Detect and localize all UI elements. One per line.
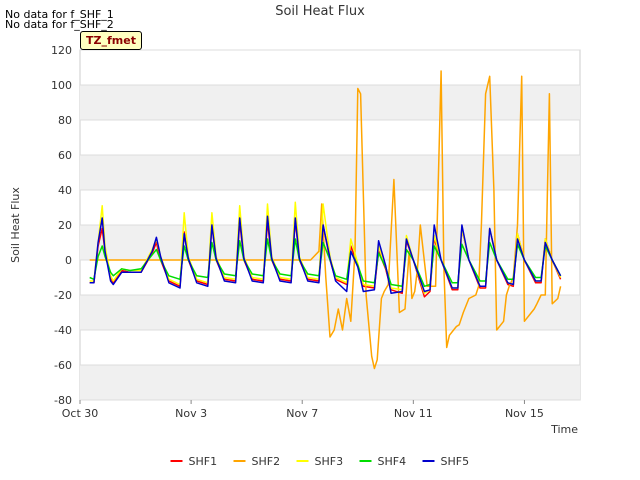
grid-band [80,365,580,400]
x-tick-label: Nov 11 [394,407,433,420]
legend-label-shf4: SHF4 [378,455,407,468]
series-line-shf5 [89,215,562,295]
legend-label-shf3: SHF3 [315,455,344,468]
grid-band [80,85,580,120]
y-tick-label: 120 [51,44,72,57]
y-tick-label: -20 [54,289,72,302]
legend-label-shf2: SHF2 [252,455,281,468]
legend-label-shf1: SHF1 [189,455,218,468]
tz-badge: TZ_fmet [80,31,142,50]
y-tick-label: -60 [54,359,72,372]
no-data-note-1: No data for f_SHF_1 [5,8,114,21]
x-tick-label: Nov 15 [505,407,544,420]
y-tick-label: 0 [65,254,72,267]
grid-band [80,155,580,190]
y-tick-label: -80 [54,394,72,407]
y-tick-label: 60 [58,149,72,162]
legend-label-shf5: SHF5 [441,455,470,468]
y-tick-label: 40 [58,184,72,197]
no-data-note-2: No data for f_SHF_2 [5,18,114,31]
y-tick-label: 100 [51,79,72,92]
x-axis-label: Time [550,423,578,436]
y-tick-label: 20 [58,219,72,232]
x-tick-label: Nov 7 [286,407,318,420]
y-axis-label: Soil Heat Flux [9,187,22,263]
y-tick-label: -40 [54,324,72,337]
legend: SHF1 SHF2 SHF3 SHF4 SHF5 [170,455,470,468]
x-tick-label: Nov 3 [175,407,207,420]
x-tick-label: Oct 30 [62,407,99,420]
chart-title: Soil Heat Flux [275,4,365,19]
y-tick-label: 80 [58,114,72,127]
